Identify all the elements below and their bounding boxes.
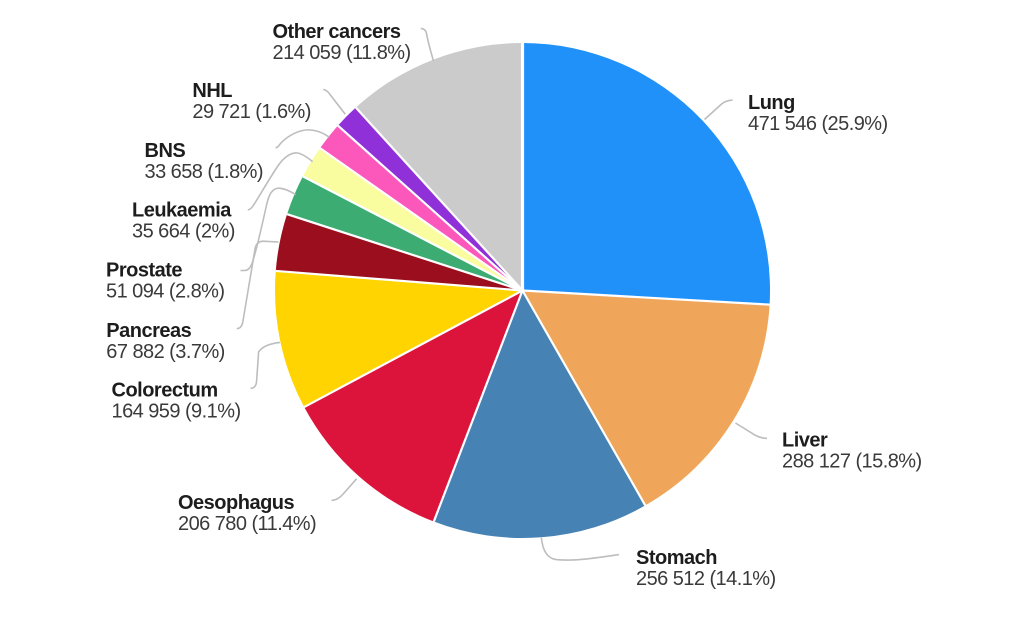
svg-text:256 512 (14.1%): 256 512 (14.1%) xyxy=(636,568,776,590)
svg-text:164 959 (9.1%): 164 959 (9.1%) xyxy=(112,401,241,423)
svg-text:33 658 (1.8%): 33 658 (1.8%) xyxy=(145,161,264,183)
svg-text:206 780 (11.4%): 206 780 (11.4%) xyxy=(178,513,316,535)
svg-text:471 546 (25.9%): 471 546 (25.9%) xyxy=(748,113,888,135)
svg-text:Leukaemia: Leukaemia xyxy=(132,200,232,222)
svg-text:Oesophagus: Oesophagus xyxy=(178,492,295,514)
svg-text:Prostate: Prostate xyxy=(106,260,182,282)
svg-text:67 882 (3.7%): 67 882 (3.7%) xyxy=(106,341,225,363)
svg-text:51 094 (2.8%): 51 094 (2.8%) xyxy=(106,281,225,303)
svg-text:Lung: Lung xyxy=(748,92,795,114)
svg-text:214 059 (11.8%): 214 059 (11.8%) xyxy=(273,42,411,64)
svg-text:NHL: NHL xyxy=(192,80,232,102)
svg-text:Colorectum: Colorectum xyxy=(112,380,218,402)
svg-text:35 664 (2%): 35 664 (2%) xyxy=(132,221,235,243)
svg-text:29 721 (1.6%): 29 721 (1.6%) xyxy=(192,101,311,123)
svg-text:Other cancers: Other cancers xyxy=(273,21,401,43)
svg-text:Liver: Liver xyxy=(782,430,828,452)
svg-text:BNS: BNS xyxy=(145,140,186,162)
svg-text:Stomach: Stomach xyxy=(636,547,717,569)
svg-text:288 127 (15.8%): 288 127 (15.8%) xyxy=(782,451,922,473)
svg-text:Pancreas: Pancreas xyxy=(106,320,191,342)
